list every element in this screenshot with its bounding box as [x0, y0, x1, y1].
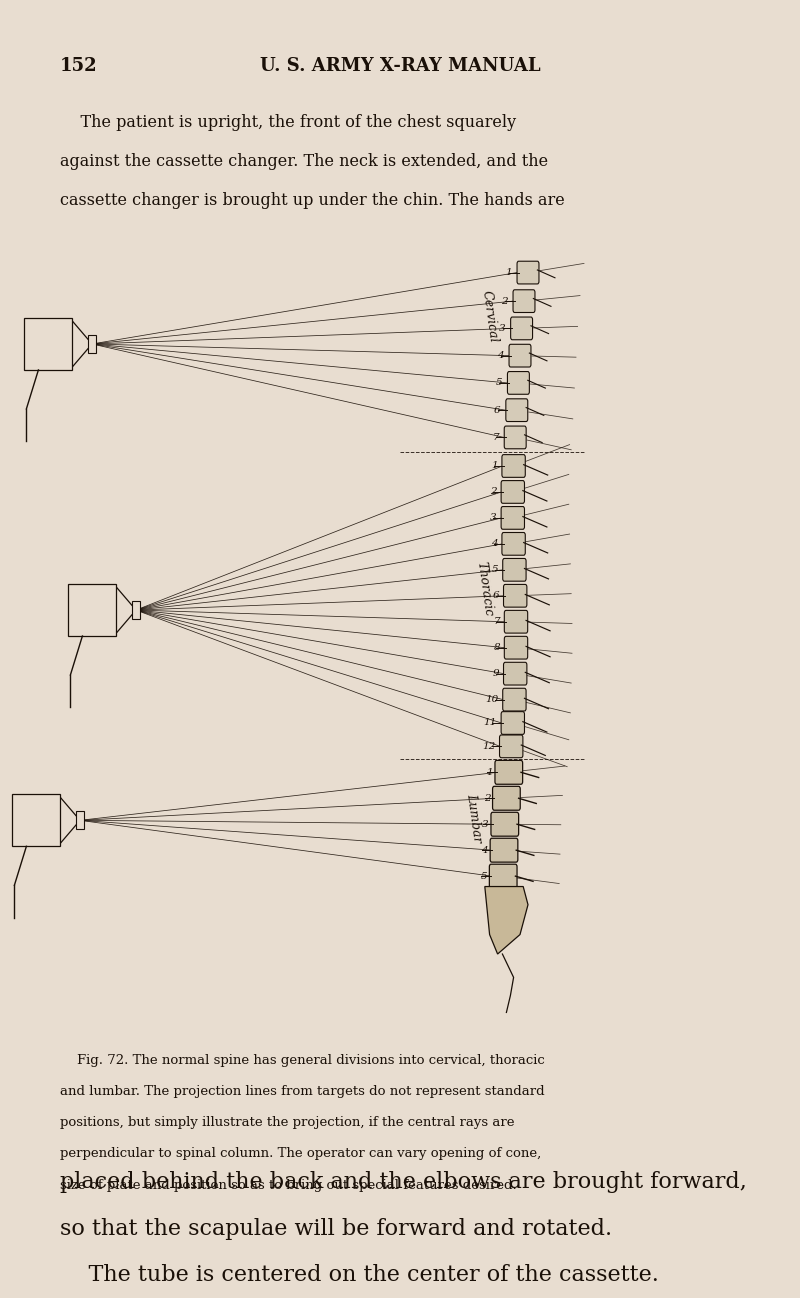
- Text: 8: 8: [494, 644, 500, 652]
- FancyBboxPatch shape: [495, 761, 522, 784]
- FancyBboxPatch shape: [502, 454, 526, 478]
- Text: perpendicular to spinal column. The operator can vary opening of cone,: perpendicular to spinal column. The oper…: [60, 1147, 542, 1160]
- Text: Lumbar: Lumbar: [465, 792, 484, 844]
- Text: Thoracic: Thoracic: [474, 561, 495, 618]
- FancyBboxPatch shape: [501, 480, 525, 504]
- Text: cassette changer is brought up under the chin. The hands are: cassette changer is brought up under the…: [60, 192, 565, 209]
- Text: 4: 4: [491, 540, 498, 548]
- Polygon shape: [485, 887, 528, 954]
- Text: against the cassette changer. The neck is extended, and the: against the cassette changer. The neck i…: [60, 153, 548, 170]
- Text: 11: 11: [483, 719, 497, 727]
- FancyBboxPatch shape: [510, 317, 533, 340]
- FancyBboxPatch shape: [504, 610, 528, 633]
- Text: 152: 152: [60, 57, 98, 75]
- Text: 3: 3: [490, 514, 497, 522]
- Bar: [88, 335, 96, 353]
- Text: size of plate and position so as to bring out special features desired.: size of plate and position so as to brin…: [60, 1179, 517, 1192]
- FancyBboxPatch shape: [517, 261, 539, 284]
- Polygon shape: [116, 587, 136, 633]
- Text: 3: 3: [482, 820, 489, 828]
- Text: positions, but simply illustrate the projection, if the central rays are: positions, but simply illustrate the pro…: [60, 1116, 514, 1129]
- Text: 7: 7: [494, 618, 500, 626]
- Text: and lumbar. The projection lines from targets do not represent standard: and lumbar. The projection lines from ta…: [60, 1085, 545, 1098]
- Text: The tube is centered on the center of the cassette.: The tube is centered on the center of th…: [60, 1264, 659, 1286]
- Text: so that the scapulae will be forward and rotated.: so that the scapulae will be forward and…: [60, 1218, 612, 1240]
- Text: 2: 2: [502, 297, 508, 305]
- Text: placed behind the back and the elbows are brought forward,: placed behind the back and the elbows ar…: [60, 1171, 747, 1193]
- Text: 7: 7: [493, 434, 499, 441]
- Text: 4: 4: [482, 846, 488, 854]
- Text: The patient is upright, the front of the chest squarely: The patient is upright, the front of the…: [60, 114, 516, 131]
- Bar: [68, 584, 116, 636]
- Text: 3: 3: [499, 324, 506, 332]
- Text: 5: 5: [492, 566, 498, 574]
- FancyBboxPatch shape: [490, 839, 518, 862]
- FancyBboxPatch shape: [513, 289, 535, 313]
- FancyBboxPatch shape: [490, 864, 517, 888]
- Text: 5: 5: [496, 379, 502, 387]
- Bar: [24, 318, 72, 370]
- Text: Cervical: Cervical: [479, 289, 500, 344]
- FancyBboxPatch shape: [493, 787, 520, 810]
- FancyBboxPatch shape: [501, 711, 525, 735]
- FancyBboxPatch shape: [504, 636, 528, 659]
- FancyBboxPatch shape: [501, 506, 525, 530]
- Text: 6: 6: [494, 406, 501, 414]
- FancyBboxPatch shape: [506, 398, 528, 422]
- Text: Fig. 72. The normal spine has general divisions into cervical, thoracic: Fig. 72. The normal spine has general di…: [60, 1054, 545, 1067]
- Text: 2: 2: [484, 794, 490, 802]
- Text: 9: 9: [493, 670, 499, 678]
- FancyBboxPatch shape: [491, 813, 518, 836]
- FancyBboxPatch shape: [502, 688, 526, 711]
- Text: U. S. ARMY X-RAY MANUAL: U. S. ARMY X-RAY MANUAL: [260, 57, 540, 75]
- FancyBboxPatch shape: [503, 662, 527, 685]
- Text: 4: 4: [498, 352, 504, 360]
- FancyBboxPatch shape: [502, 558, 526, 582]
- Bar: [132, 601, 140, 619]
- Text: 1: 1: [506, 269, 512, 276]
- Text: 1: 1: [486, 768, 493, 776]
- FancyBboxPatch shape: [509, 344, 531, 367]
- FancyBboxPatch shape: [502, 532, 526, 556]
- Polygon shape: [60, 797, 80, 844]
- FancyBboxPatch shape: [503, 584, 527, 607]
- Text: 6: 6: [493, 592, 499, 600]
- Text: 10: 10: [485, 696, 498, 704]
- FancyBboxPatch shape: [499, 735, 523, 758]
- Text: 1: 1: [491, 462, 498, 470]
- Text: 2: 2: [490, 488, 497, 496]
- Bar: [76, 811, 84, 829]
- Polygon shape: [72, 321, 92, 367]
- Text: 12: 12: [482, 742, 495, 750]
- FancyBboxPatch shape: [504, 426, 526, 449]
- Text: 5: 5: [481, 872, 487, 880]
- FancyBboxPatch shape: [507, 371, 530, 395]
- Bar: [12, 794, 60, 846]
